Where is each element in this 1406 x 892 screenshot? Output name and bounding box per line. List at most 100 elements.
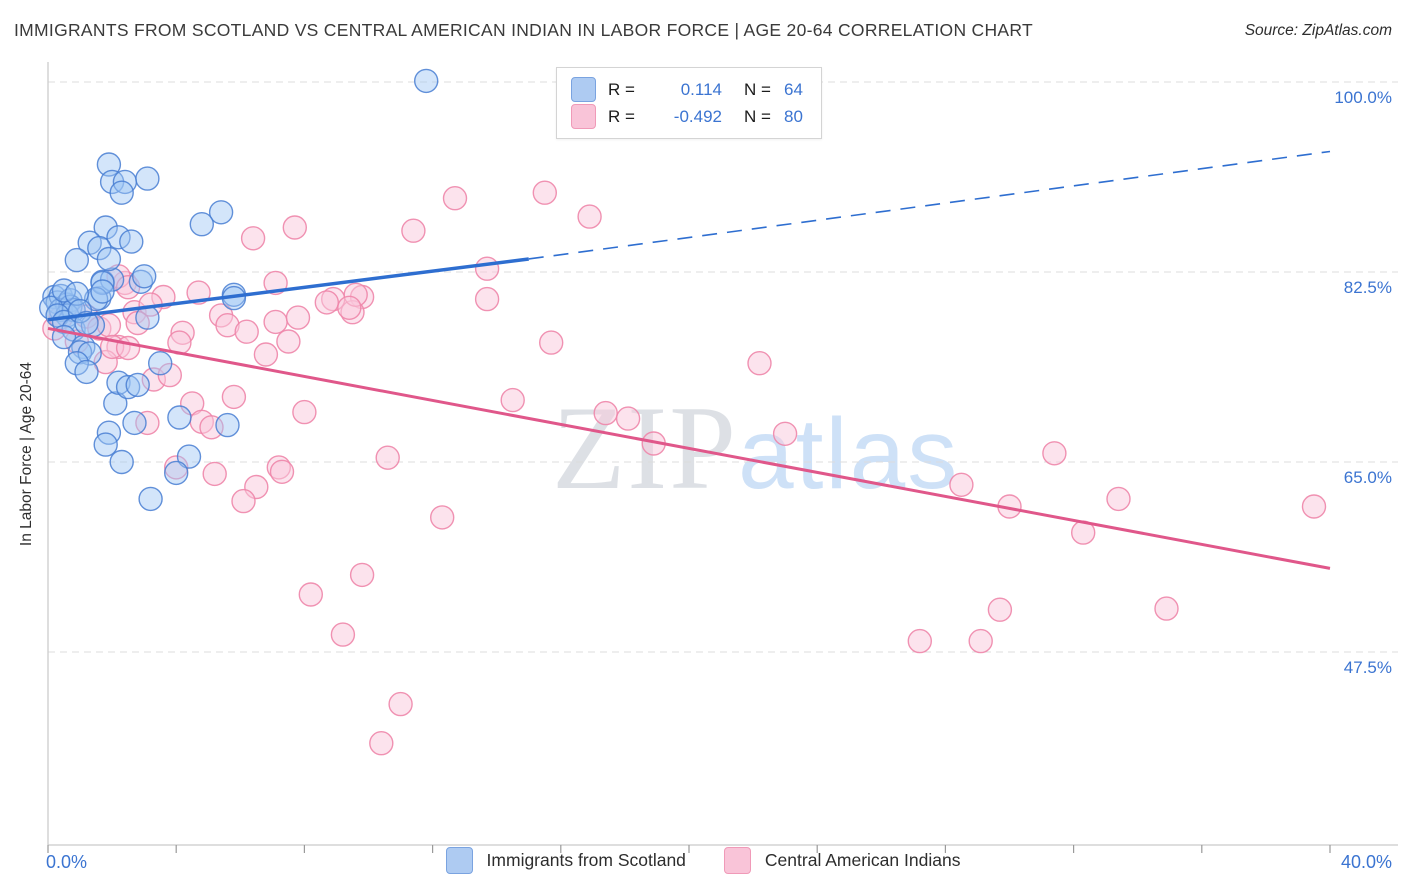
r-label: R =: [608, 106, 635, 126]
scatter-point-central-american: [292, 399, 317, 425]
scatter-point-central-american: [987, 597, 1013, 622]
x-axis-min-label: 0.0%: [46, 852, 88, 872]
scatter-point-central-american: [221, 384, 247, 410]
central-american-swatch-icon: [723, 847, 751, 874]
scatter-point-scotland: [215, 412, 240, 438]
scatter-point-scotland: [109, 180, 134, 205]
scatter-point-central-american: [240, 226, 266, 251]
scatter-point-central-american: [474, 286, 500, 312]
scatter-point-central-american: [968, 628, 993, 654]
scatter-point-central-american: [907, 628, 932, 654]
scatter-point-scotland: [189, 211, 215, 237]
trend-line-central-american: [47, 326, 1331, 570]
scatter-point-scotland: [125, 372, 150, 398]
scatter-point-scotland: [77, 341, 102, 366]
scatter-point-central-american: [1106, 486, 1131, 512]
scotland-swatch-icon: [571, 77, 596, 102]
scatter-point-central-american: [349, 562, 375, 588]
r-value: -0.492: [673, 106, 722, 126]
scatter-point-scotland: [163, 460, 189, 486]
scatter-point-central-american: [1154, 596, 1179, 621]
scatter-point-central-american: [474, 256, 500, 281]
scatter-point-central-american: [949, 472, 974, 497]
r-label: R =: [608, 79, 635, 99]
scatter-point-scotland: [93, 432, 118, 457]
scatter-point-central-american: [115, 335, 141, 361]
legend-item-central-american: Central American Indians: [723, 847, 961, 874]
scatter-point-central-american: [135, 410, 160, 436]
scatter-point-central-american: [337, 295, 362, 320]
legend-item-label: Immigrants from Scotland: [486, 850, 686, 870]
scatter-point-central-american: [388, 691, 413, 717]
scatter-point-scotland: [103, 391, 128, 416]
scatter-point-scotland: [90, 270, 115, 296]
scatter-point-central-american: [330, 622, 356, 647]
scatter-point-central-american: [593, 400, 618, 426]
page-title: IMMIGRANTS FROM SCOTLAND VS CENTRAL AMER…: [14, 20, 1034, 40]
scatter-point-central-american: [577, 204, 602, 229]
y-axis-tick-label: 47.5%: [1343, 657, 1392, 677]
scatter-point-scotland: [414, 68, 439, 94]
scatter-point-scotland: [176, 444, 202, 469]
scatter-point-central-american: [269, 459, 295, 484]
scatter-point-scotland: [147, 351, 173, 376]
legend-row-central-american: R = -0.492 N = 80: [571, 103, 809, 130]
scatter-point-central-american: [442, 185, 468, 211]
scatter-point-central-american: [314, 290, 339, 315]
scatter-point-central-american: [772, 421, 798, 446]
scatter-point-central-american: [253, 342, 279, 367]
scatter-point-central-american: [539, 330, 564, 355]
scatter-point-scotland: [90, 279, 115, 304]
scatter-point-central-american: [1042, 441, 1067, 466]
scatter-point-scotland: [122, 410, 147, 436]
scatter-point-scotland: [115, 374, 141, 400]
scatter-point-central-american: [282, 215, 307, 240]
scatter-point-scotland: [64, 351, 90, 376]
y-axis-tick-label: 65.0%: [1343, 467, 1392, 487]
scatter-point-scotland: [74, 359, 99, 385]
n-label: N =: [744, 79, 771, 99]
scatter-point-scotland: [64, 247, 90, 273]
scatter-point-scotland: [106, 225, 131, 250]
scatter-point-central-american: [231, 488, 256, 514]
scatter-point-central-american: [298, 582, 323, 607]
scatter-point-scotland: [135, 166, 160, 191]
trend-line-scotland-solid: [47, 257, 529, 322]
r-value: 0.114: [680, 79, 722, 99]
scatter-point-scotland: [138, 486, 163, 512]
scatter-point-scotland: [119, 229, 144, 254]
scatter-point-central-american: [375, 445, 400, 470]
scatter-point-central-american: [234, 319, 259, 344]
legend-item-scotland: Immigrants from Scotland: [445, 847, 686, 874]
y-axis-tick-label: 82.5%: [1343, 277, 1392, 297]
trend-line-scotland-dashed: [528, 150, 1331, 260]
scatter-point-central-american: [500, 387, 525, 413]
y-axis-label: In Labor Force | Age 20-64: [18, 361, 35, 547]
scatter-point-central-american: [532, 180, 557, 205]
scatter-point-scotland: [208, 200, 234, 225]
scatter-point-scotland: [96, 246, 122, 272]
scatter-point-central-american: [401, 218, 426, 243]
scatter-point-scotland: [167, 405, 192, 430]
y-axis-tick-label: 100.0%: [1334, 88, 1392, 107]
scatter-point-central-american: [615, 406, 641, 431]
scotland-swatch-icon: [445, 847, 473, 874]
scatter-point-scotland: [131, 264, 157, 289]
central-american-swatch-icon: [571, 104, 596, 129]
n-value: 80: [784, 106, 803, 126]
correlation-legend: R = 0.114 N = 64 R = -0.492 N = 80: [556, 67, 822, 139]
legend-row-scotland: R = 0.114 N = 64: [571, 76, 809, 103]
legend-item-label: Central American Indians: [764, 850, 961, 870]
scatter-point-central-american: [747, 351, 772, 376]
n-label: N =: [744, 106, 771, 126]
x-axis-max-label: 40.0%: [1340, 852, 1392, 872]
scatter-point-central-american: [1301, 494, 1327, 519]
n-value: 64: [784, 79, 803, 99]
scatter-point-central-american: [369, 731, 394, 756]
scatter-point-central-american: [263, 309, 288, 335]
scatter-point-central-american: [202, 461, 227, 487]
scatter-point-central-american: [276, 329, 301, 354]
scatter-point-central-american: [285, 305, 311, 330]
